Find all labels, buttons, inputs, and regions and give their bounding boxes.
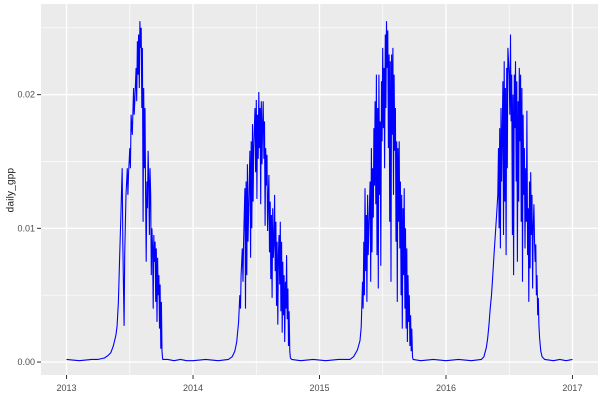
x-tick-label: 2014 (183, 383, 203, 393)
y-tick-label: 0.02 (17, 90, 35, 100)
x-tick-label: 2016 (436, 383, 456, 393)
y-axis-title: daily_gpp (5, 167, 17, 213)
x-tick-label: 2017 (562, 383, 582, 393)
gpp-line (66, 21, 573, 362)
x-tick-label: 2015 (309, 383, 329, 393)
x-tick-label: 2013 (57, 383, 77, 393)
y-tick-label: 0.00 (17, 357, 35, 367)
y-tick-label: 0.01 (17, 223, 35, 233)
